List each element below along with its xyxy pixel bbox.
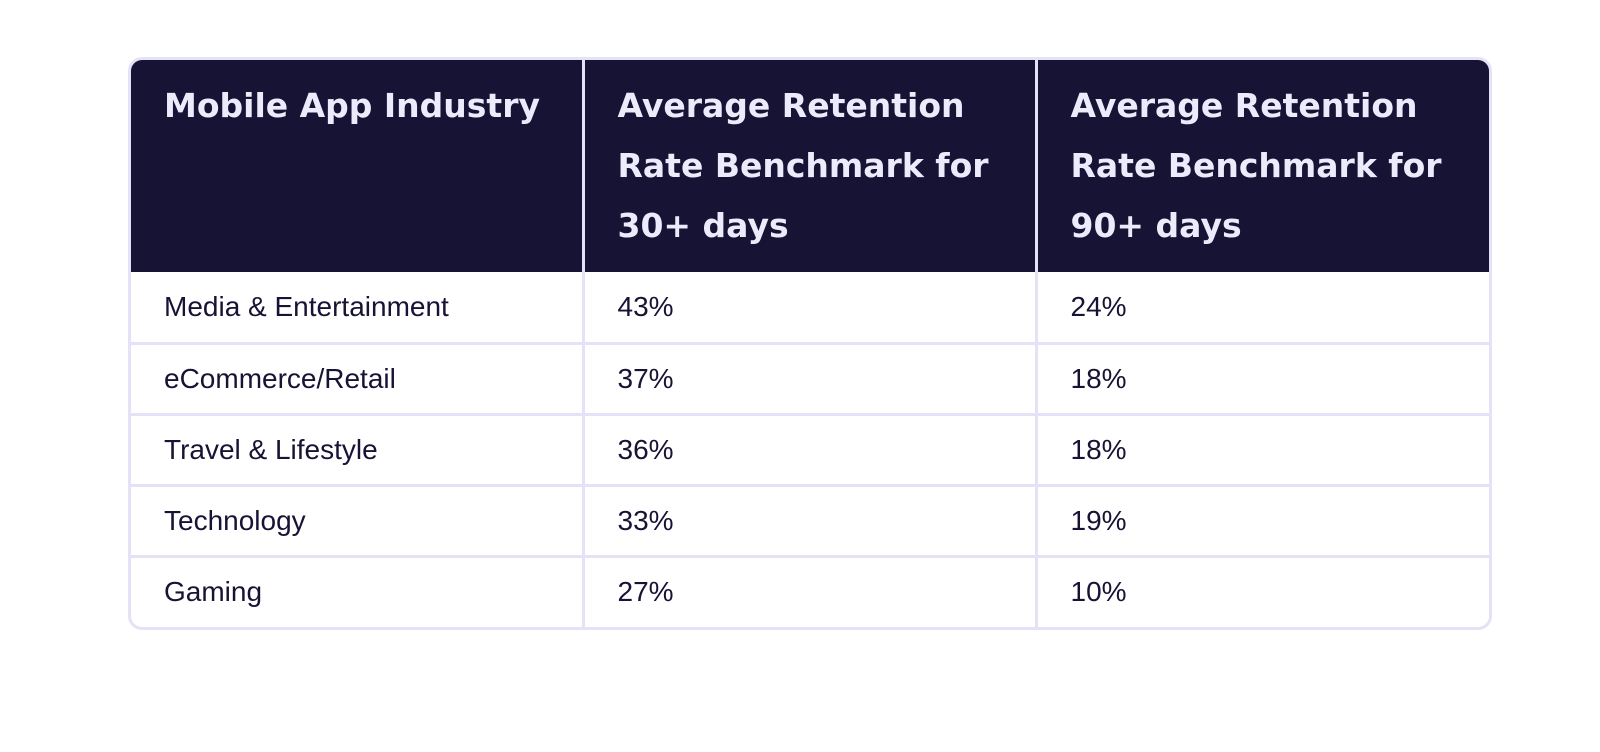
cell-industry: Media & Entertainment <box>131 272 585 343</box>
cell-retention-90: 19% <box>1036 483 1489 556</box>
header-retention-90-days: Average Retention Rate Benchmark for 90+… <box>1036 60 1489 272</box>
table-row: Travel & Lifestyle 36% 18% <box>131 412 1489 485</box>
header-retention-30-days: Average Retention Rate Benchmark for 30+… <box>583 60 1038 272</box>
cell-retention-30: 36% <box>583 412 1038 485</box>
cell-retention-90: 18% <box>1036 341 1489 414</box>
header-industry: Mobile App Industry <box>131 60 585 272</box>
table-row: Gaming 27% 10% <box>131 554 1489 627</box>
retention-benchmark-table: Mobile App Industry Average Retention Ra… <box>131 60 1489 627</box>
cell-retention-30: 37% <box>583 341 1038 414</box>
table-row: Media & Entertainment 43% 24% <box>131 272 1489 343</box>
cell-retention-90: 10% <box>1036 554 1489 627</box>
cell-retention-90: 18% <box>1036 412 1489 485</box>
header-row: Mobile App Industry Average Retention Ra… <box>131 60 1489 272</box>
table-body: Media & Entertainment 43% 24% eCommerce/… <box>131 272 1489 627</box>
cell-industry: Travel & Lifestyle <box>131 412 585 485</box>
cell-retention-90: 24% <box>1070 290 1127 322</box>
cell-industry: eCommerce/Retail <box>131 341 585 414</box>
cell-retention-30: 27% <box>583 554 1038 627</box>
cell-retention-30: 33% <box>583 483 1038 556</box>
retention-table-container: Mobile App Industry Average Retention Ra… <box>128 57 1492 630</box>
table-row: Technology 33% 19% <box>131 483 1489 556</box>
table-header: Mobile App Industry Average Retention Ra… <box>131 60 1489 272</box>
table-row: eCommerce/Retail 37% 18% <box>131 341 1489 414</box>
cell-industry: Gaming <box>131 554 585 627</box>
cell-retention-30: 43% <box>583 272 1038 343</box>
cell-industry: Technology <box>131 483 585 556</box>
